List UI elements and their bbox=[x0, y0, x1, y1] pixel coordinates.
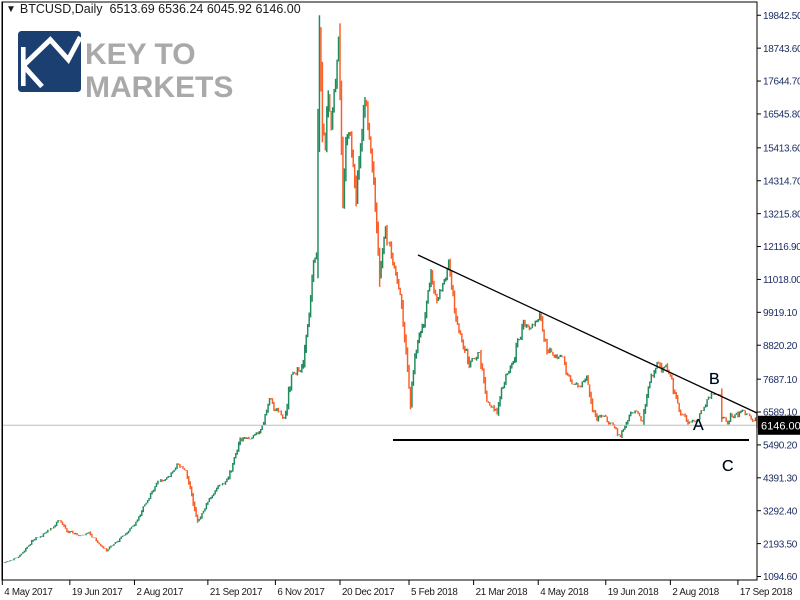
svg-text:5490.20: 5490.20 bbox=[763, 441, 798, 452]
svg-text:4 May 2017: 4 May 2017 bbox=[4, 587, 52, 598]
svg-text:1094.60: 1094.60 bbox=[763, 572, 798, 583]
svg-text:5 Feb 2018: 5 Feb 2018 bbox=[411, 587, 458, 598]
svg-text:21 Mar 2018: 21 Mar 2018 bbox=[476, 587, 529, 598]
svg-text:2193.50: 2193.50 bbox=[763, 539, 798, 550]
svg-text:20 Dec 2017: 20 Dec 2017 bbox=[342, 587, 394, 598]
svg-text:19842.50: 19842.50 bbox=[763, 11, 800, 22]
svg-text:8820.20: 8820.20 bbox=[763, 341, 798, 352]
svg-text:19 Jun 2018: 19 Jun 2018 bbox=[608, 587, 659, 598]
svg-text:12116.90: 12116.90 bbox=[763, 242, 800, 253]
svg-text:4391.30: 4391.30 bbox=[763, 474, 798, 485]
svg-text:17644.70: 17644.70 bbox=[763, 77, 800, 88]
svg-text:B: B bbox=[709, 371, 720, 388]
svg-text:16545.80: 16545.80 bbox=[763, 110, 800, 121]
svg-text:7687.10: 7687.10 bbox=[763, 375, 798, 386]
svg-text:21 Sep 2017: 21 Sep 2017 bbox=[210, 587, 262, 598]
svg-text:C: C bbox=[722, 458, 734, 475]
svg-text:13215.80: 13215.80 bbox=[763, 209, 800, 220]
svg-text:19 Jun 2017: 19 Jun 2017 bbox=[72, 587, 123, 598]
svg-text:A: A bbox=[693, 417, 704, 434]
svg-text:4 May 2018: 4 May 2018 bbox=[540, 587, 589, 598]
svg-text:18743.60: 18743.60 bbox=[763, 44, 800, 55]
svg-text:14314.70: 14314.70 bbox=[763, 176, 800, 187]
svg-text:6 Nov 2017: 6 Nov 2017 bbox=[277, 587, 324, 598]
svg-text:17 Sep 2018: 17 Sep 2018 bbox=[740, 587, 793, 598]
svg-text:11018.00: 11018.00 bbox=[763, 275, 800, 286]
svg-text:6146.00: 6146.00 bbox=[761, 420, 800, 432]
svg-text:3292.40: 3292.40 bbox=[763, 506, 798, 517]
svg-text:15413.60: 15413.60 bbox=[763, 144, 800, 155]
svg-text:2 Aug 2018: 2 Aug 2018 bbox=[672, 587, 719, 598]
svg-text:9919.10: 9919.10 bbox=[763, 308, 798, 319]
svg-text:2 Aug 2017: 2 Aug 2017 bbox=[136, 587, 183, 598]
